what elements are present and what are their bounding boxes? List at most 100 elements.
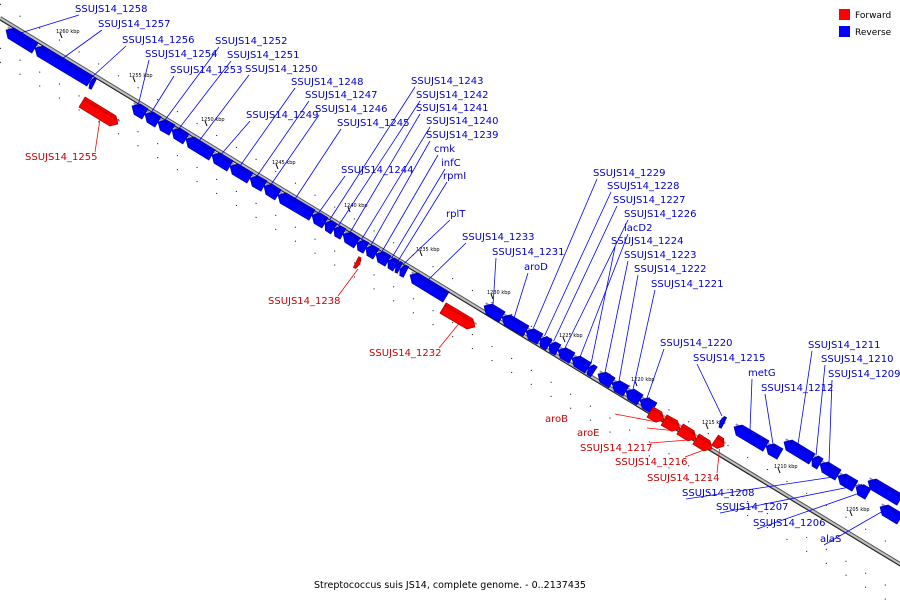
scale-label: 1235 kbp [416,247,440,253]
gene-ssujs14-1206[interactable] [868,479,900,505]
gene-label[interactable]: SSUJS14_1216 [615,457,688,468]
label-leader [798,351,812,445]
gene-label[interactable]: SSUJS14_1206 [753,518,826,529]
label-leader [95,119,100,152]
gene-label[interactable]: SSUJS14_1233 [462,232,535,243]
gene-label[interactable]: SSUJS14_1248 [291,77,364,88]
label-leader [139,60,150,104]
gene-label[interactable]: SSUJS14_1250 [245,64,318,75]
label-leader [816,365,825,456]
gene-label[interactable]: aroE [577,428,599,439]
genome-caption: Streptococcus suis JS14, complete genome… [314,580,586,591]
label-leader [554,206,618,342]
label-leader [685,450,704,457]
gene-label[interactable]: SSUJS14_1254 [145,49,218,60]
gene-label[interactable]: cmk [434,144,455,155]
gene-label[interactable]: SSUJS14_1239 [426,130,499,141]
label-leader [338,269,358,296]
gene-label[interactable]: infC [441,158,461,169]
gene-label[interactable]: SSUJS14_1212 [761,383,834,394]
gene-label[interactable]: metG [748,368,776,379]
gene-metg[interactable] [734,425,769,451]
gene-label[interactable]: SSUJS14_1227 [613,195,686,206]
label-leader [439,324,459,349]
scale-label: 1230 kbp [487,290,511,296]
gene-label[interactable]: SSUJS14_1247 [305,90,378,101]
legend-label-forward: Forward [855,11,891,21]
label-leader [650,440,688,443]
gene-labels: SSUJS14_1258 SSUJS14_1257 SSUJS14_1256 SSUJ… [25,4,900,545]
gene-label[interactable]: SSUJS14_1211 [808,340,881,351]
gene-label[interactable]: aroD [524,262,548,273]
label-leader [697,364,722,416]
gene-label[interactable]: SSUJS14_1226 [624,209,697,220]
gene-label[interactable]: SSUJS14_1214 [647,473,720,484]
gene-label[interactable]: SSUJS14_1231 [492,247,565,258]
gene-label[interactable]: SSUJS14_1232 [369,348,442,359]
legend-swatch-forward [839,9,850,20]
gene-label[interactable]: SSUJS14_1208 [682,488,755,499]
gene-label[interactable]: aroB [545,414,568,425]
gene-shade [37,45,92,78]
gene-label[interactable]: SSUJS14_1210 [821,354,894,365]
legend: Forward Reverse [839,9,892,38]
scale-label: 1255 kbp [129,73,153,79]
gene-label[interactable]: SSUJS14_1215 [693,353,766,364]
gene-label[interactable]: SSUJS14_1255 [25,152,98,163]
gene-label[interactable]: SSUJS14_1222 [634,264,707,275]
gene-label[interactable]: SSUJS14_1228 [607,181,680,192]
label-leader [647,349,664,398]
gene-label[interactable]: SSUJS14_1241 [416,103,489,114]
gene-label[interactable]: SSUJS14_1238 [268,296,341,307]
gene-label[interactable]: SSUJS14_1249 [246,110,319,121]
gene-label[interactable]: alaS [820,534,841,545]
gene-label[interactable]: SSUJS14_1246 [315,104,388,115]
gene-ssujs14-1257[interactable] [35,46,93,86]
gene-label[interactable]: SSUJS14_1240 [426,116,499,127]
label-leader [371,141,430,245]
gene-label[interactable]: SSUJS14_1251 [227,50,300,61]
label-leader [633,290,655,390]
gene-label[interactable]: SSUJS14_1244 [341,165,414,176]
gene-label[interactable]: SSUJS14_1256 [122,35,195,46]
scale-label: 1260 kbp [56,29,80,35]
label-leader [362,127,431,240]
label-leader [493,258,496,306]
gene-label[interactable]: SSUJS14_1252 [215,36,288,47]
genome-map: 1260 kbp1255 kbp1250 kbp1245 kbp1240 kbp… [0,0,900,600]
gene-label[interactable]: SSUJS14_1242 [416,90,489,101]
gene-label[interactable]: SSUJS14_1257 [98,19,171,30]
label-leader [514,273,528,318]
gene-label[interactable]: SSUJS14_1223 [624,250,697,261]
label-leader [221,121,250,155]
gene-label[interactable]: SSUJS14_1224 [611,236,684,247]
label-leader [591,247,615,364]
gene-label[interactable]: SSUJS14_1245 [337,118,410,129]
gene-label[interactable]: lacD2 [624,223,652,234]
label-leader [92,46,126,77]
label-leader [240,88,295,166]
label-leader [319,176,346,213]
gene-label[interactable]: rpmI [443,171,466,182]
scale-label: 1210 kbp [774,464,798,470]
label-leader [392,169,445,258]
gene-label[interactable]: SSUJS14_1209 [828,369,900,380]
gene-label[interactable]: SSUJS14_1220 [660,338,733,349]
gene-label[interactable]: SSUJS14_1229 [593,168,666,179]
gene-label[interactable]: rplT [446,209,466,220]
gene-label[interactable]: SSUJS14_1253 [170,65,243,76]
scale-label: 1245 kbp [272,160,296,166]
scale-label: 1250 kbp [201,117,225,123]
label-leader [750,379,752,431]
gene-label[interactable]: SSUJS14_1217 [580,443,653,454]
gene-label[interactable]: SSUJS14_1243 [411,76,484,87]
gene-ssujs14-1211[interactable] [784,440,815,464]
gene-label[interactable]: SSUJS14_1258 [75,4,148,15]
label-leader [765,394,773,444]
gene-label[interactable]: SSUJS14_1207 [716,502,789,513]
gene-label[interactable]: SSUJS14_1221 [651,279,724,290]
legend-swatch-reverse [839,26,850,37]
legend-label-reverse: Reverse [855,28,892,38]
scale-label: 1205 kbp [846,507,870,513]
label-leader [152,76,175,112]
